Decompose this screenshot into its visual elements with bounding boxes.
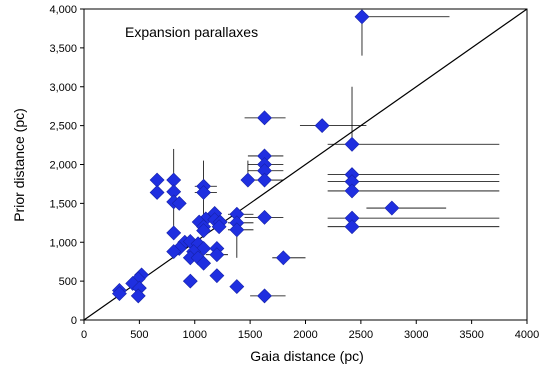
data-point-diamond bbox=[209, 268, 225, 284]
reference-line-y-equals-x bbox=[83, 8, 528, 321]
y-tick-label: 2,500 bbox=[49, 121, 77, 133]
y-tick-label: 3,500 bbox=[49, 43, 77, 55]
data-point-diamond bbox=[257, 288, 272, 304]
x-tick-label: 4000 bbox=[515, 329, 539, 341]
y-tick-label: 3,000 bbox=[49, 82, 77, 94]
data-point-diamond bbox=[257, 172, 272, 188]
data-point-diamond bbox=[344, 183, 360, 199]
data-point-diamond bbox=[196, 223, 212, 239]
y-tick-label: 1,000 bbox=[49, 237, 77, 249]
x-tick-label: 500 bbox=[130, 329, 148, 341]
data-point-diamond bbox=[166, 225, 182, 241]
x-tick-label: 0 bbox=[81, 329, 87, 341]
data-point-diamond bbox=[209, 247, 225, 263]
data-point-diamond bbox=[229, 222, 245, 238]
x-tick-label: 3000 bbox=[404, 329, 428, 341]
data-point-diamond bbox=[344, 219, 360, 235]
data-point-diamond bbox=[130, 288, 146, 304]
x-axis-title: Gaia distance (pc) bbox=[250, 348, 364, 364]
x-tick-label: 3500 bbox=[459, 329, 483, 341]
chart-annotation: Expansion parallaxes bbox=[125, 24, 258, 40]
tick-labels: 0 500 1000 1500 2000 2500 3000 3500 4000 0 500 1,00… bbox=[49, 4, 539, 341]
data-point-diamond bbox=[257, 110, 272, 126]
y-tick-label: 0 bbox=[71, 315, 77, 327]
y-tick-label: 1,500 bbox=[49, 198, 77, 210]
data-point-diamond bbox=[240, 172, 256, 188]
x-tick-label: 2500 bbox=[349, 329, 373, 341]
data-point-diamond bbox=[182, 273, 198, 289]
x-tick-label: 1500 bbox=[238, 329, 262, 341]
data-point-diamond bbox=[196, 185, 212, 200]
axes bbox=[80, 8, 528, 324]
data-point-diamond bbox=[149, 185, 165, 200]
data-point-diamond bbox=[354, 9, 370, 25]
data-point-diamond bbox=[112, 286, 127, 301]
data-points bbox=[112, 9, 400, 304]
y-tick-label: 4,000 bbox=[49, 4, 77, 16]
y-axis-title: Prior distance (pc) bbox=[11, 108, 27, 222]
data-point-diamond bbox=[196, 255, 212, 271]
data-point-diamond bbox=[229, 279, 245, 294]
x-tick-label: 2000 bbox=[293, 329, 317, 341]
data-point-diamond bbox=[257, 209, 272, 225]
data-point-diamond bbox=[384, 200, 400, 216]
y-tick-label: 2,000 bbox=[49, 160, 77, 172]
data-point-diamond bbox=[344, 136, 360, 152]
data-point-diamond bbox=[166, 244, 182, 260]
x-tick-label: 1000 bbox=[183, 329, 207, 341]
data-point-diamond bbox=[171, 195, 187, 211]
y-tick-label: 500 bbox=[59, 276, 77, 288]
data-point-diamond bbox=[211, 219, 227, 235]
data-point-diamond bbox=[314, 118, 330, 134]
data-point-diamond bbox=[275, 250, 291, 266]
